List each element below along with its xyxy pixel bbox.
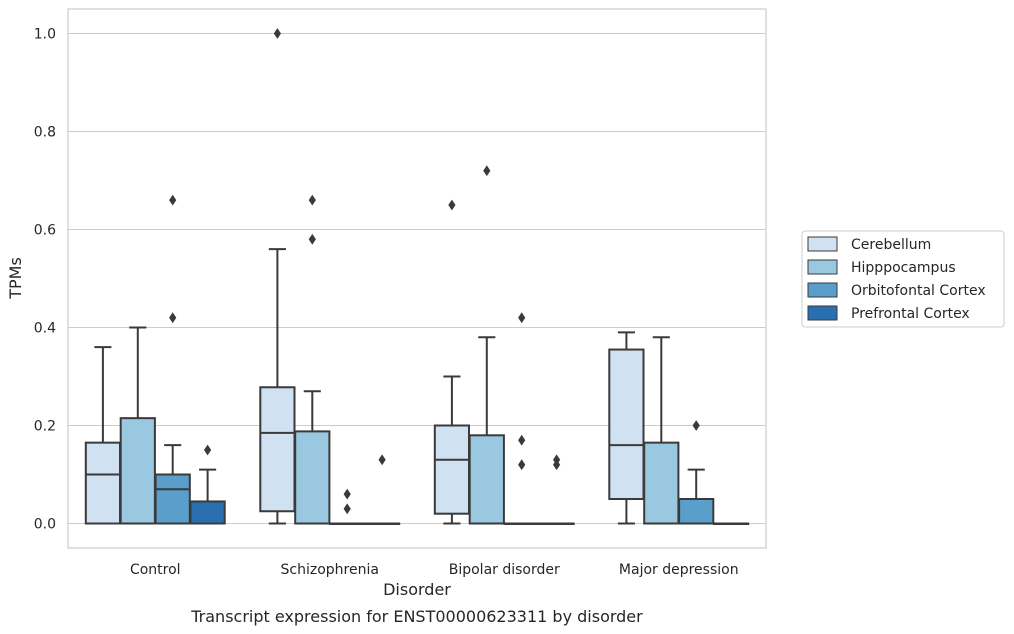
y-tick-label: 1.0 <box>34 27 56 43</box>
box-body <box>678 498 715 525</box>
plot-area-frame <box>67 8 767 549</box>
chart-caption: Transcript expression for ENST0000062331… <box>190 607 643 626</box>
outlier-point <box>692 420 700 431</box>
box-group <box>294 194 331 525</box>
x-axis-ticks: Control Schizophrenia Bipolar disorder Majo… <box>130 562 739 578</box>
y-axis-ticks: 0.0 0.2 0.4 0.6 0.8 1.0 <box>34 27 56 533</box>
y-axis-label: TPMs <box>6 257 25 300</box>
legend-swatch <box>807 259 838 275</box>
y-tick-label: 0.0 <box>34 517 56 533</box>
outlier-point <box>553 454 561 466</box>
legend-label: Prefrontal Cortex <box>851 306 970 322</box>
outlier-point <box>169 194 177 206</box>
box-body <box>259 386 296 513</box>
outlier-point <box>343 503 351 515</box>
box-group <box>259 28 296 525</box>
box-group <box>189 444 226 525</box>
box-group <box>678 420 715 525</box>
outlier-point <box>518 459 526 471</box>
outlier-point <box>273 28 281 39</box>
box-body <box>154 473 191 525</box>
box-group <box>538 454 575 525</box>
legend-swatch <box>807 236 838 252</box>
box-group <box>712 522 750 525</box>
box-body <box>433 424 471 515</box>
outlier-point <box>518 434 526 446</box>
y-tick-label: 0.4 <box>34 321 56 337</box>
box-body <box>189 500 226 525</box>
legend-swatch <box>807 282 838 298</box>
y-tick-label: 0.6 <box>34 223 56 239</box>
outlier-point <box>308 233 316 245</box>
box-body <box>294 430 331 525</box>
x-tick-label: Bipolar disorder <box>449 562 560 578</box>
box-body <box>468 434 505 525</box>
box-group <box>363 454 401 525</box>
box-body <box>608 348 645 500</box>
box-group <box>643 336 680 525</box>
x-tick-label: Schizophrenia <box>281 562 379 578</box>
x-tick-label: Control <box>130 562 181 578</box>
y-tick-label: 0.8 <box>34 125 56 141</box>
box-body <box>643 441 680 525</box>
outlier-point <box>483 165 491 177</box>
legend: Cerebellum Hipppocampus Orbitofontal Corte… <box>801 230 1005 328</box>
box-group <box>433 199 471 525</box>
box-body <box>119 417 156 525</box>
outlier-point <box>378 454 386 466</box>
outlier-point <box>169 312 177 324</box>
legend-frame <box>801 230 1005 328</box>
outlier-point <box>308 194 316 206</box>
outlier-point <box>204 444 212 456</box>
box-group <box>329 488 366 525</box>
y-tick-label: 0.2 <box>34 419 56 435</box>
legend-label: Cerebellum <box>851 237 931 253</box>
box-group <box>468 165 505 525</box>
box-group <box>84 346 122 525</box>
box-group <box>608 331 645 525</box>
legend-label: Hipppocampus <box>851 260 956 276</box>
box-group <box>119 326 156 525</box>
legend-label: Orbitofontal Cortex <box>851 283 986 299</box>
box-group <box>154 194 191 525</box>
x-axis-label: Disorder <box>383 580 451 599</box>
outlier-point <box>448 199 456 211</box>
outlier-point <box>343 488 351 500</box>
x-tick-label: Major depression <box>619 562 739 578</box>
legend-swatch <box>807 305 838 321</box>
box-series <box>84 28 750 525</box>
box-group <box>503 312 540 525</box>
box-body <box>84 441 122 525</box>
outlier-point <box>518 312 526 324</box>
